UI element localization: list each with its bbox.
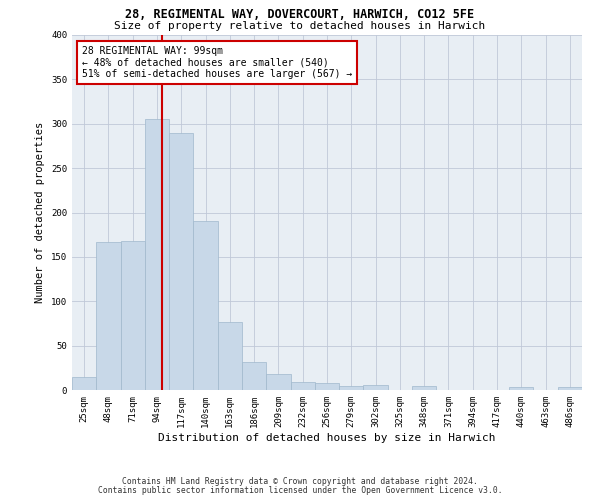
Bar bbox=[509, 388, 533, 390]
Text: Contains public sector information licensed under the Open Government Licence v3: Contains public sector information licen… bbox=[98, 486, 502, 495]
Bar bbox=[169, 132, 193, 390]
Bar bbox=[145, 120, 169, 390]
Text: 28, REGIMENTAL WAY, DOVERCOURT, HARWICH, CO12 5FE: 28, REGIMENTAL WAY, DOVERCOURT, HARWICH,… bbox=[125, 8, 475, 20]
Bar bbox=[558, 388, 582, 390]
Bar bbox=[72, 376, 96, 390]
Text: Size of property relative to detached houses in Harwich: Size of property relative to detached ho… bbox=[115, 21, 485, 31]
Bar bbox=[412, 386, 436, 390]
Bar bbox=[96, 242, 121, 390]
X-axis label: Distribution of detached houses by size in Harwich: Distribution of detached houses by size … bbox=[158, 432, 496, 442]
Y-axis label: Number of detached properties: Number of detached properties bbox=[35, 122, 46, 303]
Bar bbox=[193, 222, 218, 390]
Bar bbox=[290, 382, 315, 390]
Text: Contains HM Land Registry data © Crown copyright and database right 2024.: Contains HM Land Registry data © Crown c… bbox=[122, 477, 478, 486]
Bar bbox=[364, 384, 388, 390]
Bar bbox=[121, 241, 145, 390]
Text: 28 REGIMENTAL WAY: 99sqm
← 48% of detached houses are smaller (540)
51% of semi-: 28 REGIMENTAL WAY: 99sqm ← 48% of detach… bbox=[82, 46, 352, 79]
Bar bbox=[339, 386, 364, 390]
Bar bbox=[315, 383, 339, 390]
Bar bbox=[218, 322, 242, 390]
Bar bbox=[242, 362, 266, 390]
Bar bbox=[266, 374, 290, 390]
